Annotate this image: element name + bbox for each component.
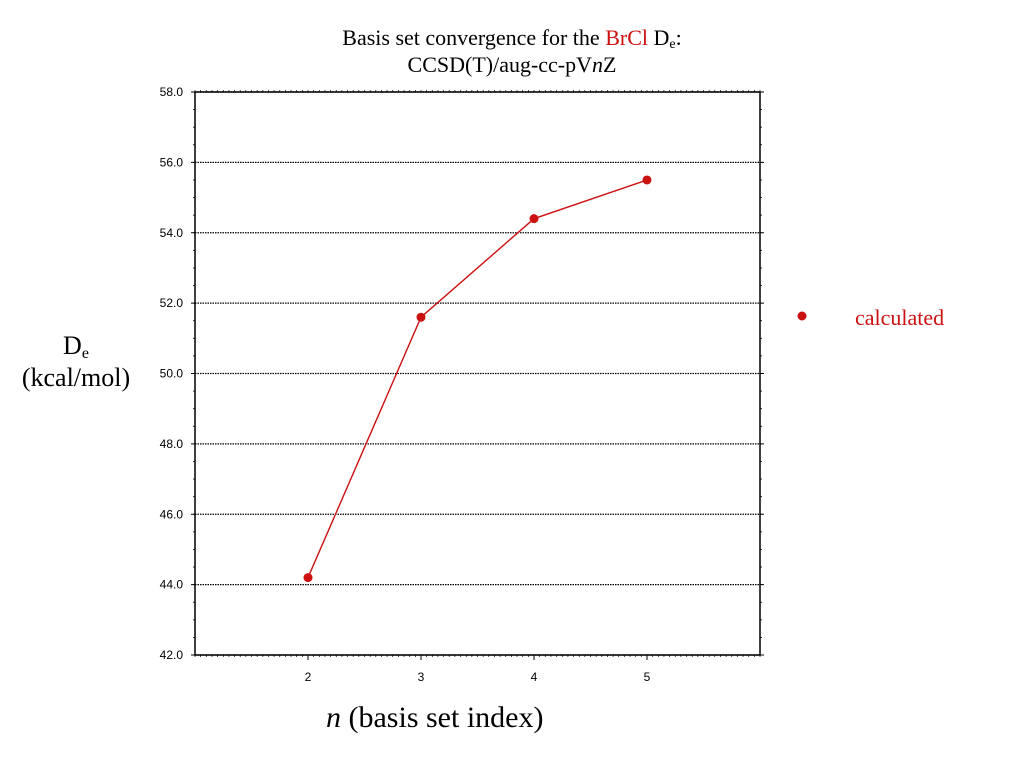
x-axis-label-italic: n	[326, 701, 341, 734]
y-tick-label: 50.0	[160, 367, 184, 381]
x-tick-label: 3	[418, 670, 425, 684]
y-tick-label: 52.0	[160, 296, 184, 310]
y-axis-label-symbol: D	[63, 331, 82, 360]
series-layer	[303, 175, 652, 583]
grid-layer	[195, 91, 760, 656]
tick-layer: 42.0 44.0 46.0 48.0 50.0 52.0 54.0 56.0 58.0 2 3 4 5	[160, 85, 764, 684]
y-tick-label: 58.0	[160, 85, 184, 99]
data-point	[642, 175, 652, 185]
y-axis-label: De (kcal/mol)	[6, 330, 146, 394]
title-colon: :	[675, 25, 682, 50]
x-axis-label-text: (basis set index)	[341, 701, 544, 734]
title-de: D	[647, 25, 670, 50]
series-line	[307, 179, 648, 578]
y-tick-label: 54.0	[160, 226, 184, 240]
legend-marker	[797, 311, 807, 321]
y-axis-label-unit: (kcal/mol)	[21, 363, 131, 392]
x-tick-label: 4	[531, 670, 538, 684]
x-tick-label: 5	[644, 670, 651, 684]
x-tick-label: 2	[305, 670, 312, 684]
data-point	[303, 573, 313, 583]
y-axis-label-subscript: e	[81, 345, 89, 362]
y-tick-label: 46.0	[160, 507, 184, 521]
title-molecule: BrCl	[605, 25, 648, 50]
y-tick-label: 44.0	[160, 578, 184, 592]
plot-frame	[194, 91, 761, 656]
data-point	[416, 312, 426, 322]
data-point	[529, 214, 539, 224]
chart-title-line2: CCSD(T)/aug-cc-pVnZ	[0, 51, 1024, 78]
chart-title-line1: Basis set convergence for the BrCl De:	[0, 24, 1024, 52]
title-prefix: Basis set convergence for the	[342, 25, 606, 50]
legend-label: calculated	[855, 305, 945, 330]
y-tick-label: 56.0	[160, 155, 184, 169]
chart-title: Basis set convergence for the BrCl De: C…	[0, 24, 1024, 78]
title-method: CCSD(T)/aug-cc-pV	[407, 52, 593, 77]
title-n-italic: n	[592, 52, 604, 77]
title-z: Z	[603, 52, 617, 77]
title-de-subscript: e	[669, 37, 676, 52]
y-tick-label: 42.0	[160, 648, 184, 662]
legend-layer	[797, 311, 807, 321]
y-tick-label: 48.0	[160, 437, 184, 451]
